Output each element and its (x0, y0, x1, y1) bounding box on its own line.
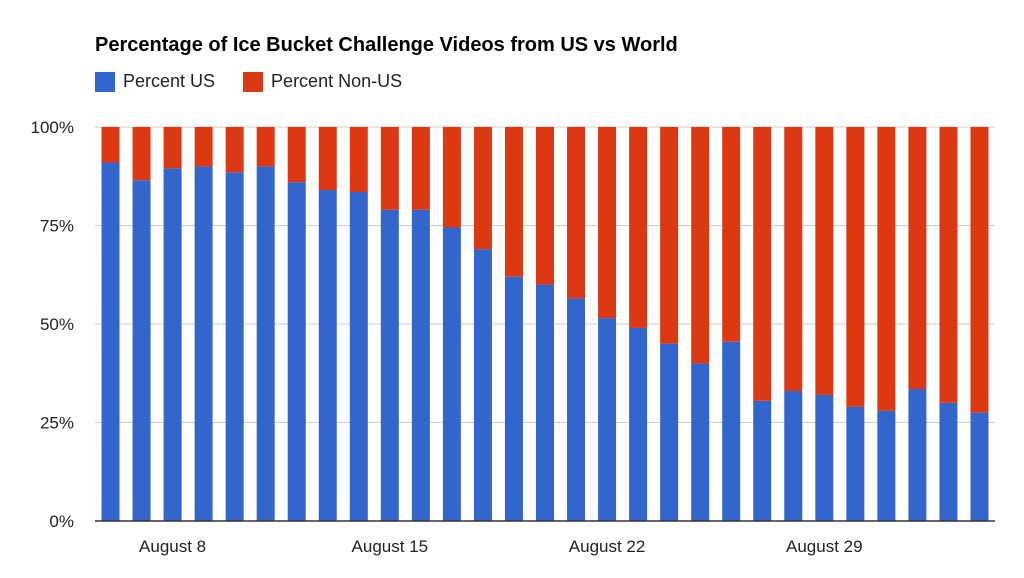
bar-percent-non-us[interactable] (846, 127, 865, 407)
bar-percent-non-us[interactable] (256, 127, 275, 167)
y-tick-label: 50% (40, 315, 74, 334)
bar-percent-us[interactable] (380, 209, 399, 522)
x-tick-label: August 22 (569, 537, 646, 556)
bar-percent-us[interactable] (970, 412, 989, 521)
bar-percent-non-us[interactable] (504, 127, 523, 277)
bar-percent-us[interactable] (473, 249, 492, 521)
bar-percent-us[interactable] (939, 402, 958, 521)
bar-percent-non-us[interactable] (442, 127, 461, 228)
bar-percent-non-us[interactable] (598, 127, 617, 319)
chart-title: Percentage of Ice Bucket Challenge Video… (95, 34, 678, 56)
bar-percent-us[interactable] (877, 410, 896, 521)
bar-percent-non-us[interactable] (411, 127, 430, 210)
bar-percent-us[interactable] (411, 209, 430, 522)
bar-percent-us[interactable] (629, 327, 648, 521)
bar-percent-us[interactable] (442, 227, 461, 521)
bar-percent-us[interactable] (598, 318, 617, 521)
bar-percent-us[interactable] (318, 190, 337, 522)
bar-percent-us[interactable] (908, 389, 927, 521)
legend-swatch-percent-non-us (243, 71, 264, 92)
bar-percent-us[interactable] (691, 363, 710, 521)
legend-label-percent-non-us: Percent Non-US (271, 71, 403, 91)
x-tick-label: August 15 (352, 537, 429, 556)
bar-percent-non-us[interactable] (660, 127, 679, 344)
bar-percent-us[interactable] (567, 298, 586, 521)
bar-percent-non-us[interactable] (536, 127, 554, 285)
bar-percent-us[interactable] (722, 341, 741, 521)
bar-percent-non-us[interactable] (908, 127, 927, 390)
bar-percent-non-us[interactable] (815, 127, 834, 395)
legend-item-percent-us[interactable]: Percent US (95, 71, 215, 92)
bar-percent-us[interactable] (753, 400, 772, 521)
y-tick-label: 100% (31, 118, 74, 137)
bar-percent-us[interactable] (101, 162, 120, 521)
bar-percent-us[interactable] (256, 166, 275, 521)
bar-percent-non-us[interactable] (380, 127, 399, 210)
bar-percent-us[interactable] (287, 182, 306, 521)
legend: Percent US Percent Non-US (95, 71, 430, 92)
bar-percent-non-us[interactable] (473, 127, 492, 250)
y-tick-label: 0% (49, 512, 74, 531)
bar-percent-non-us[interactable] (349, 127, 368, 193)
legend-item-percent-non-us[interactable]: Percent Non-US (243, 71, 402, 92)
x-tick-label: August 29 (786, 537, 863, 556)
y-tick-label: 75% (40, 217, 74, 236)
bar-percent-us[interactable] (784, 390, 803, 521)
y-tick-label: 25% (40, 414, 74, 433)
bar-percent-us[interactable] (132, 180, 151, 521)
bar-percent-non-us[interactable] (567, 127, 586, 299)
legend-label-percent-us: Percent US (123, 71, 216, 91)
bar-percent-non-us[interactable] (691, 127, 710, 364)
legend-swatch-percent-us (95, 71, 115, 92)
bar-percent-us[interactable] (660, 343, 679, 521)
bar-percent-non-us[interactable] (629, 127, 648, 328)
bar-percent-non-us[interactable] (132, 127, 151, 181)
bar-percent-us[interactable] (504, 276, 523, 521)
bar-percent-non-us[interactable] (163, 127, 182, 169)
x-tick-label: August 8 (139, 537, 206, 556)
bar-percent-non-us[interactable] (194, 127, 213, 167)
bar-percent-non-us[interactable] (101, 127, 120, 163)
bar-percent-non-us[interactable] (753, 127, 772, 401)
bar-percent-non-us[interactable] (939, 127, 958, 403)
bar-percent-non-us[interactable] (970, 127, 989, 413)
bar-percent-non-us[interactable] (877, 127, 896, 411)
bar-percent-us[interactable] (815, 394, 834, 521)
bar-percent-us[interactable] (163, 168, 182, 521)
bar-percent-non-us[interactable] (225, 127, 244, 173)
bar-percent-us[interactable] (846, 406, 865, 521)
bar-percent-non-us[interactable] (784, 127, 803, 391)
bar-percent-us[interactable] (194, 166, 213, 521)
bar-percent-us[interactable] (349, 192, 368, 521)
bar-percent-non-us[interactable] (287, 127, 306, 183)
bar-percent-us[interactable] (536, 284, 554, 521)
bar-percent-us[interactable] (225, 172, 244, 521)
bar-percent-non-us[interactable] (722, 127, 741, 342)
bar-percent-non-us[interactable] (318, 127, 337, 191)
